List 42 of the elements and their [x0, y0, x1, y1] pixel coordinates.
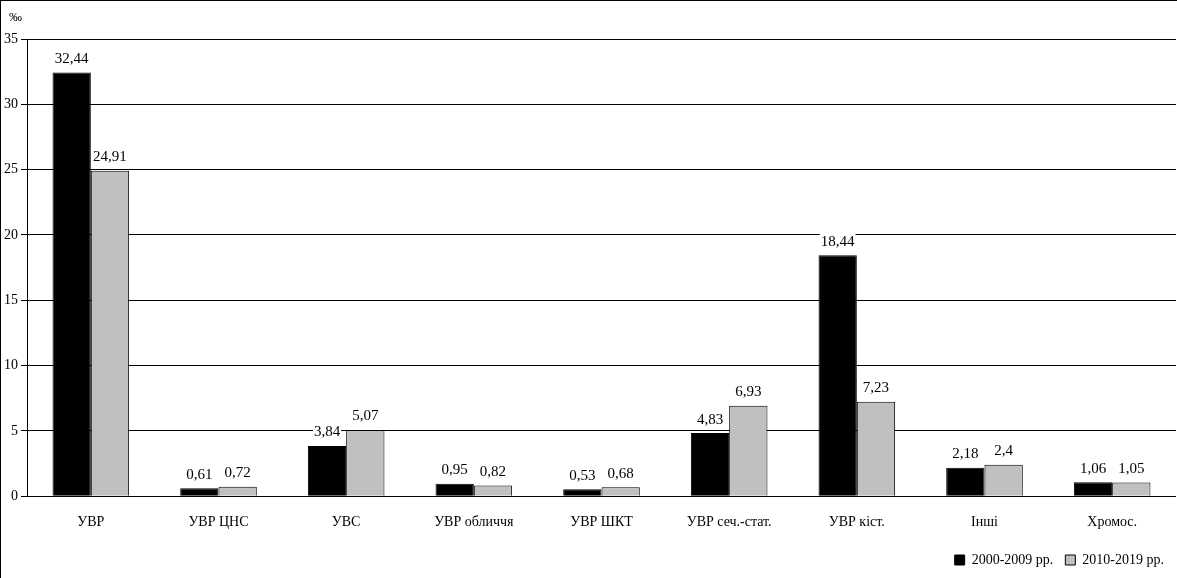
data-label: 0,82 [479, 462, 507, 479]
data-label: 1,05 [1118, 459, 1145, 476]
data-label: 24,91 [93, 148, 127, 165]
data-label: 7,23 [862, 379, 890, 396]
x-tick-label: УВР сеч.-стат. [686, 514, 772, 530]
data-label: 2,4 [994, 442, 1014, 459]
y-tick-label: 20 [4, 226, 18, 242]
y-tick-label: 5 [11, 422, 18, 438]
bar [690, 433, 730, 496]
bar [563, 489, 602, 496]
data-label: 0,53 [569, 466, 596, 483]
data-label: 0,72 [224, 464, 251, 481]
data-label: 6,93 [735, 383, 762, 400]
x-tick-label: УВР кіст. [828, 514, 885, 530]
data-label: 0,61 [186, 465, 213, 482]
data-label: 32,44 [54, 49, 90, 66]
data-label: 4,83 [696, 410, 724, 427]
y-tick-label: 10 [4, 357, 18, 373]
y-tick-label: 25 [4, 161, 18, 177]
x-tick-label: УВР обличчя [434, 514, 515, 530]
bar [1073, 482, 1113, 496]
data-label: 18,44 [820, 232, 856, 249]
y-tick-label: 35 [4, 30, 18, 46]
x-tick-label: УВР [77, 514, 105, 530]
x-tick-label: УВС [331, 514, 361, 530]
bar [307, 446, 347, 496]
data-label: 3,84 [313, 423, 341, 440]
legend-label: 2010-2019 рр. [1082, 551, 1165, 567]
x-tick-label: УВР ШКТ [570, 514, 634, 530]
x-tick-label: Інші [971, 514, 999, 530]
legend-label: 2000-2009 рр. [971, 551, 1054, 567]
y-axis-title: ‰ [9, 8, 22, 24]
x-tick-label: УВР ЦНС [188, 514, 249, 530]
x-tick-label: Хромос. [1087, 514, 1138, 530]
data-label: 0,95 [441, 461, 468, 478]
y-tick-label: 30 [4, 95, 18, 111]
data-label: 0,68 [607, 464, 634, 481]
y-tick-label: 15 [4, 291, 18, 307]
data-label: 5,07 [352, 407, 379, 424]
data-label: 1,06 [1079, 459, 1107, 476]
y-tick-label: 0 [11, 487, 18, 503]
data-label: 2,18 [952, 445, 979, 462]
